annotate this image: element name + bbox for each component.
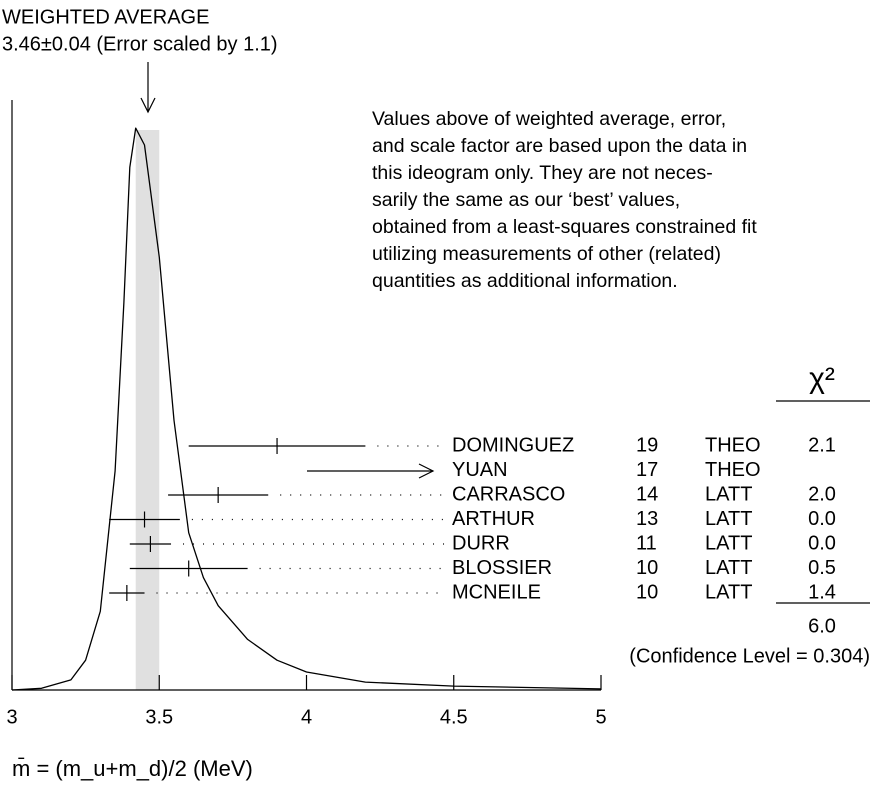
- measurement-name: DURR: [452, 532, 510, 554]
- note-line: this ideogram only. They are not neces-: [372, 162, 713, 184]
- chi2-header: χ²: [809, 362, 835, 395]
- x-axis-label: m̄ = (m_u+m_d)/2 (MeV): [12, 756, 253, 781]
- note-line: sarily the same as our ‘best’ values,: [372, 189, 680, 211]
- measurement-method: THEO: [705, 434, 761, 456]
- measurement-ref: 14: [636, 483, 658, 505]
- note-line: and scale factor are based upon the data…: [372, 135, 747, 157]
- x-tick-label: 5: [595, 706, 606, 728]
- chi2-total: 6.0: [808, 615, 836, 637]
- chart-title: WEIGHTED AVERAGE: [2, 6, 209, 28]
- average-arrow: [140, 62, 156, 114]
- x-tick-label: 3.5: [145, 706, 173, 728]
- measurement-name: ARTHUR: [452, 508, 535, 530]
- measurement-ref: 13: [636, 508, 658, 530]
- measurement-method: LATT: [705, 532, 752, 554]
- measurement-method: LATT: [705, 581, 752, 603]
- measurement-name: YUAN: [452, 459, 508, 481]
- measurement-name: CARRASCO: [452, 483, 565, 505]
- x-tick-label: 3: [6, 706, 17, 728]
- ideogram-curve: [11, 127, 602, 691]
- measurement-method: LATT: [705, 557, 752, 579]
- note-line: quantities as additional information.: [372, 270, 678, 292]
- measurement-ref: 11: [636, 532, 657, 554]
- measurement-name: MCNEILE: [452, 581, 541, 603]
- average-band: [135, 130, 160, 690]
- yuan-offscale-arrow: [307, 463, 435, 479]
- chi2-value: 1.4: [808, 581, 836, 603]
- chart-subtitle: 3.46±0.04 (Error scaled by 1.1): [2, 33, 278, 55]
- chi2-value: 2.0: [808, 483, 836, 505]
- measurement-method: LATT: [705, 508, 752, 530]
- chi2-value: 2.1: [808, 434, 836, 456]
- note-line: Values above of weighted average, error,: [372, 108, 726, 130]
- x-tick-label: 4: [301, 706, 312, 728]
- measurement-ref: 10: [636, 557, 658, 579]
- chi2-value: 0.0: [808, 508, 836, 530]
- measurement-ref: 19: [636, 434, 658, 456]
- measurement-method: LATT: [705, 483, 752, 505]
- chi2-value: 0.0: [808, 532, 836, 554]
- measurement-name: BLOSSIER: [452, 557, 552, 579]
- confidence-level: (Confidence Level = 0.304): [629, 645, 870, 667]
- measurement-method: THEO: [705, 459, 761, 481]
- measurement-ref: 17: [636, 459, 658, 481]
- measurement-ref: 10: [636, 581, 658, 603]
- measurement-name: DOMINGUEZ: [452, 434, 574, 456]
- chi2-value: 0.5: [808, 557, 836, 579]
- note-line: obtained from a least-squares constraine…: [372, 216, 757, 238]
- x-tick-label: 4.5: [440, 706, 468, 728]
- note-line: utilizing measurements of other (related…: [372, 243, 721, 265]
